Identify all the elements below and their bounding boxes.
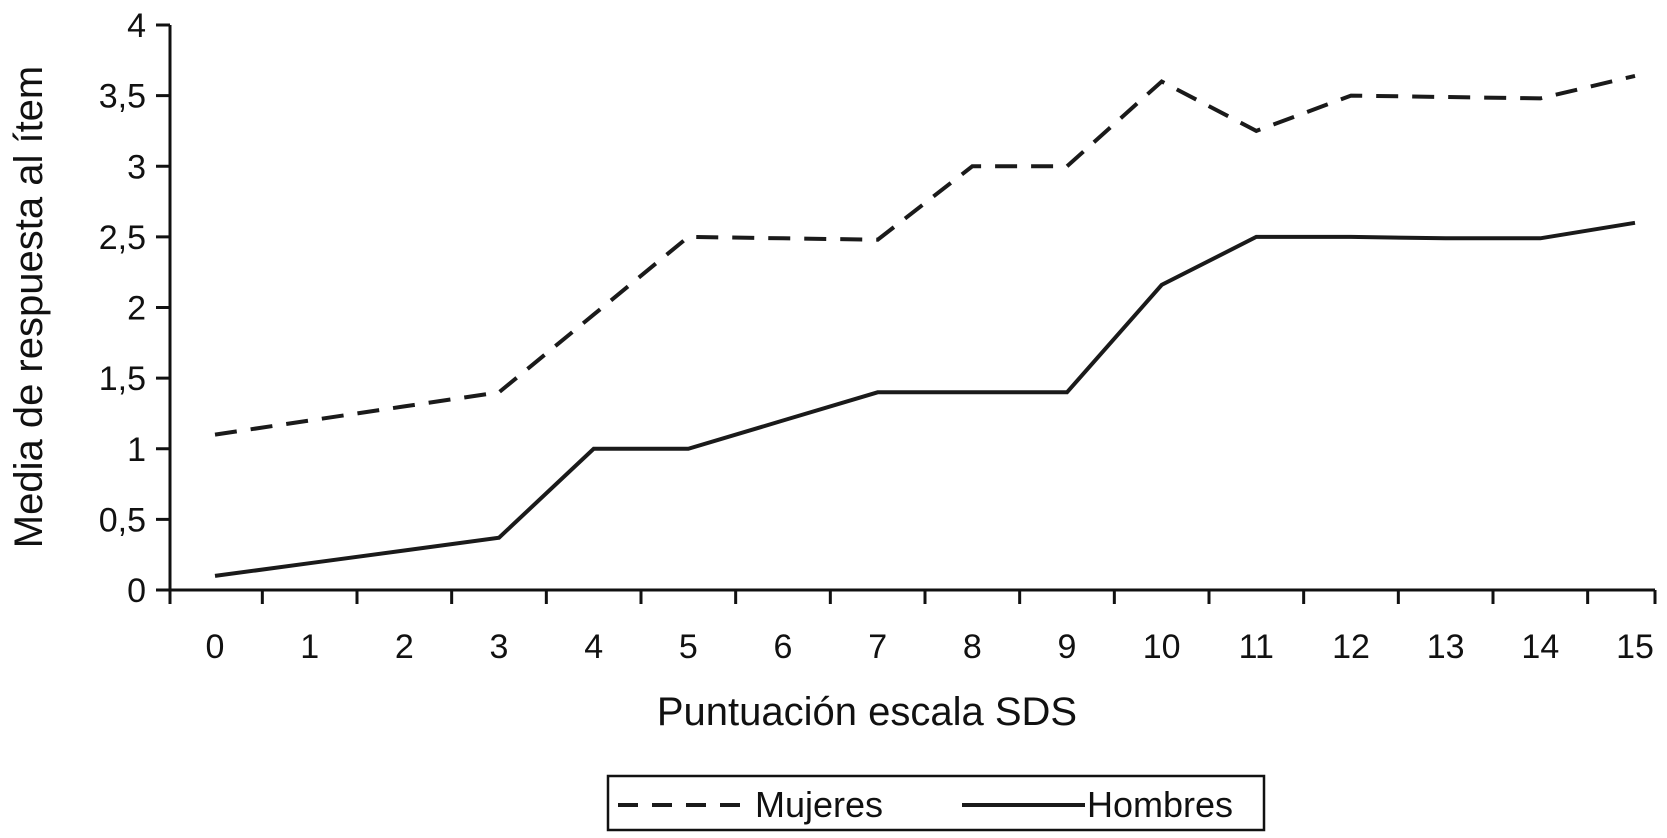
y-axis-title: Media de respuesta al ítem xyxy=(7,66,51,548)
x-tick-label: 3 xyxy=(490,628,509,666)
y-axis-ticks: 0 0,5 1 1,5 2 2,5 3 3,5 4 xyxy=(99,7,170,610)
x-tick-label: 5 xyxy=(679,628,698,666)
x-tick-label: 9 xyxy=(1058,628,1077,666)
x-tick-label: 0 xyxy=(206,628,225,666)
x-tick-label: 15 xyxy=(1616,628,1654,666)
y-tick-label: 3,5 xyxy=(99,78,146,116)
legend-box xyxy=(606,774,1266,832)
x-tick-label: 1 xyxy=(300,628,319,666)
series-line-mujeres xyxy=(214,73,1636,437)
y-tick-label: 2,5 xyxy=(99,219,146,257)
y-tick-label: 0,5 xyxy=(99,501,146,539)
x-tick-label: 11 xyxy=(1239,628,1274,666)
x-tick-label: 4 xyxy=(584,628,603,666)
y-tick-label: 1 xyxy=(127,431,146,469)
y-tick-label: 3 xyxy=(127,148,146,186)
x-axis-ticks: 0 1 2 3 4 5 6 7 8 9 10 11 12 13 14 15 xyxy=(168,590,1657,666)
x-tick-label: 7 xyxy=(868,628,887,666)
legend-label-hombres: Hombres xyxy=(1087,784,1233,825)
x-tick-label: 2 xyxy=(395,628,414,666)
x-tick-label: 8 xyxy=(963,628,982,666)
x-axis-title: Puntuación escala SDS xyxy=(657,690,1077,734)
x-tick-label: 6 xyxy=(774,628,793,666)
x-tick-label: 12 xyxy=(1332,628,1370,666)
series-layer xyxy=(214,73,1636,578)
series-line-hombres xyxy=(214,220,1636,578)
x-tick-label: 13 xyxy=(1427,628,1465,666)
y-tick-label: 2 xyxy=(127,290,146,328)
y-tick-label: 4 xyxy=(127,7,146,45)
x-tick-label: 14 xyxy=(1521,628,1559,666)
legend: Mujeres Hombres xyxy=(606,774,1266,832)
y-tick-label: 1,5 xyxy=(99,360,146,398)
y-tick-label: 0 xyxy=(127,572,146,610)
x-tick-label: 10 xyxy=(1143,628,1181,666)
legend-label-mujeres: Mujeres xyxy=(755,784,883,825)
